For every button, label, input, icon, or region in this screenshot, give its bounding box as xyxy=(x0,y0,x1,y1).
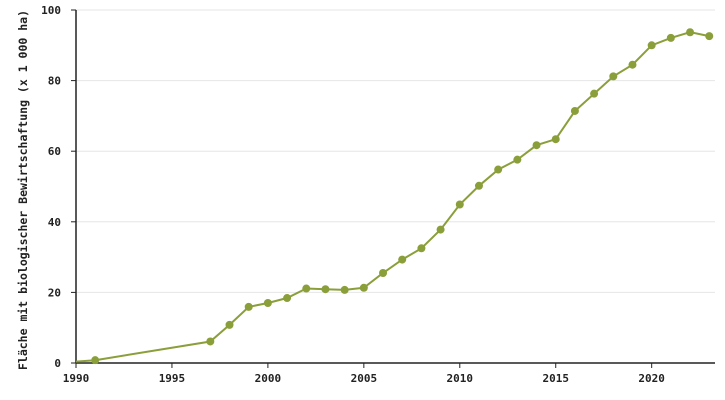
axes xyxy=(71,9,715,368)
data-point xyxy=(302,284,311,293)
data-point xyxy=(628,60,637,69)
data-point xyxy=(609,72,618,81)
data-point xyxy=(686,28,695,37)
data-point xyxy=(398,255,407,264)
x-tick-label: 2015 xyxy=(542,372,569,385)
data-point xyxy=(705,32,714,41)
y-tick-label: 80 xyxy=(48,75,61,88)
data-point xyxy=(379,268,388,277)
y-tick-label: 20 xyxy=(48,286,61,299)
data-point xyxy=(91,356,100,365)
y-tick-label: 0 xyxy=(54,357,61,370)
data-point xyxy=(532,141,541,150)
data-point xyxy=(551,135,560,144)
data-point xyxy=(225,320,234,329)
data-point xyxy=(647,41,656,50)
data-point xyxy=(513,155,522,164)
y-tick-label: 60 xyxy=(48,145,61,158)
x-tick-label: 1995 xyxy=(159,372,186,385)
y-tick-label: 100 xyxy=(41,4,61,17)
x-tick-label: 2010 xyxy=(447,372,474,385)
data-point xyxy=(359,283,368,292)
data-point xyxy=(417,244,426,253)
data-point xyxy=(283,294,292,303)
data-point xyxy=(436,225,445,234)
data-point xyxy=(570,106,579,115)
x-tick-label: 2000 xyxy=(255,372,282,385)
data-point xyxy=(455,200,464,209)
data-point xyxy=(474,181,483,190)
data-point xyxy=(666,33,675,42)
y-tick-label: 40 xyxy=(48,216,61,229)
data-point xyxy=(494,165,503,174)
x-tick-label: 2020 xyxy=(638,372,665,385)
data-point xyxy=(263,298,272,307)
y-axis-title: Fläche mit biologischer Bewirtschaftung … xyxy=(16,10,30,370)
data-point xyxy=(244,302,253,311)
data-point xyxy=(590,89,599,98)
series-line xyxy=(75,31,710,363)
gridlines xyxy=(76,9,715,293)
tick-labels: 0 20 40 60 80 100 1990 1995 2000 2005 2010 2015 2020 xyxy=(41,4,665,385)
x-tick-label: 1990 xyxy=(63,372,90,385)
data-point xyxy=(206,337,215,346)
data-series xyxy=(75,28,714,365)
data-point xyxy=(321,285,330,294)
data-point xyxy=(340,285,349,294)
x-tick-label: 2005 xyxy=(351,372,378,385)
